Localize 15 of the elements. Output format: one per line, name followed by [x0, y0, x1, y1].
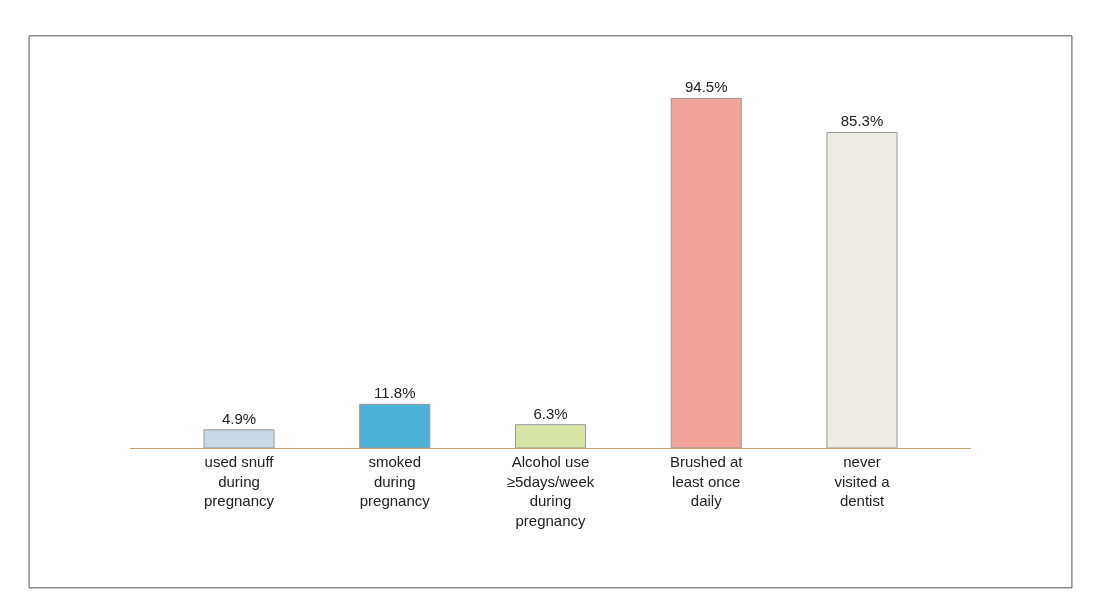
bar [670, 97, 742, 448]
data-label: 6.3% [533, 404, 568, 422]
bar [359, 403, 431, 448]
bar [826, 131, 898, 448]
x-tick-label: used snuff during pregnancy [203, 453, 275, 509]
bar [514, 424, 587, 448]
x-tick-label: never visited a dentist [834, 453, 891, 509]
data-label: 94.5% [684, 78, 728, 96]
x-tick-label: Alcohol use ≥5days/week during pregnancy [506, 453, 595, 529]
data-label: 4.9% [221, 409, 257, 427]
x-tick-label: Brushed at least once daily [669, 453, 744, 509]
data-label: 11.8% [374, 384, 416, 402]
bar [203, 429, 275, 448]
data-label: 85.3% [840, 112, 884, 130]
x-tick-label: smoked during pregnancy [359, 453, 431, 509]
